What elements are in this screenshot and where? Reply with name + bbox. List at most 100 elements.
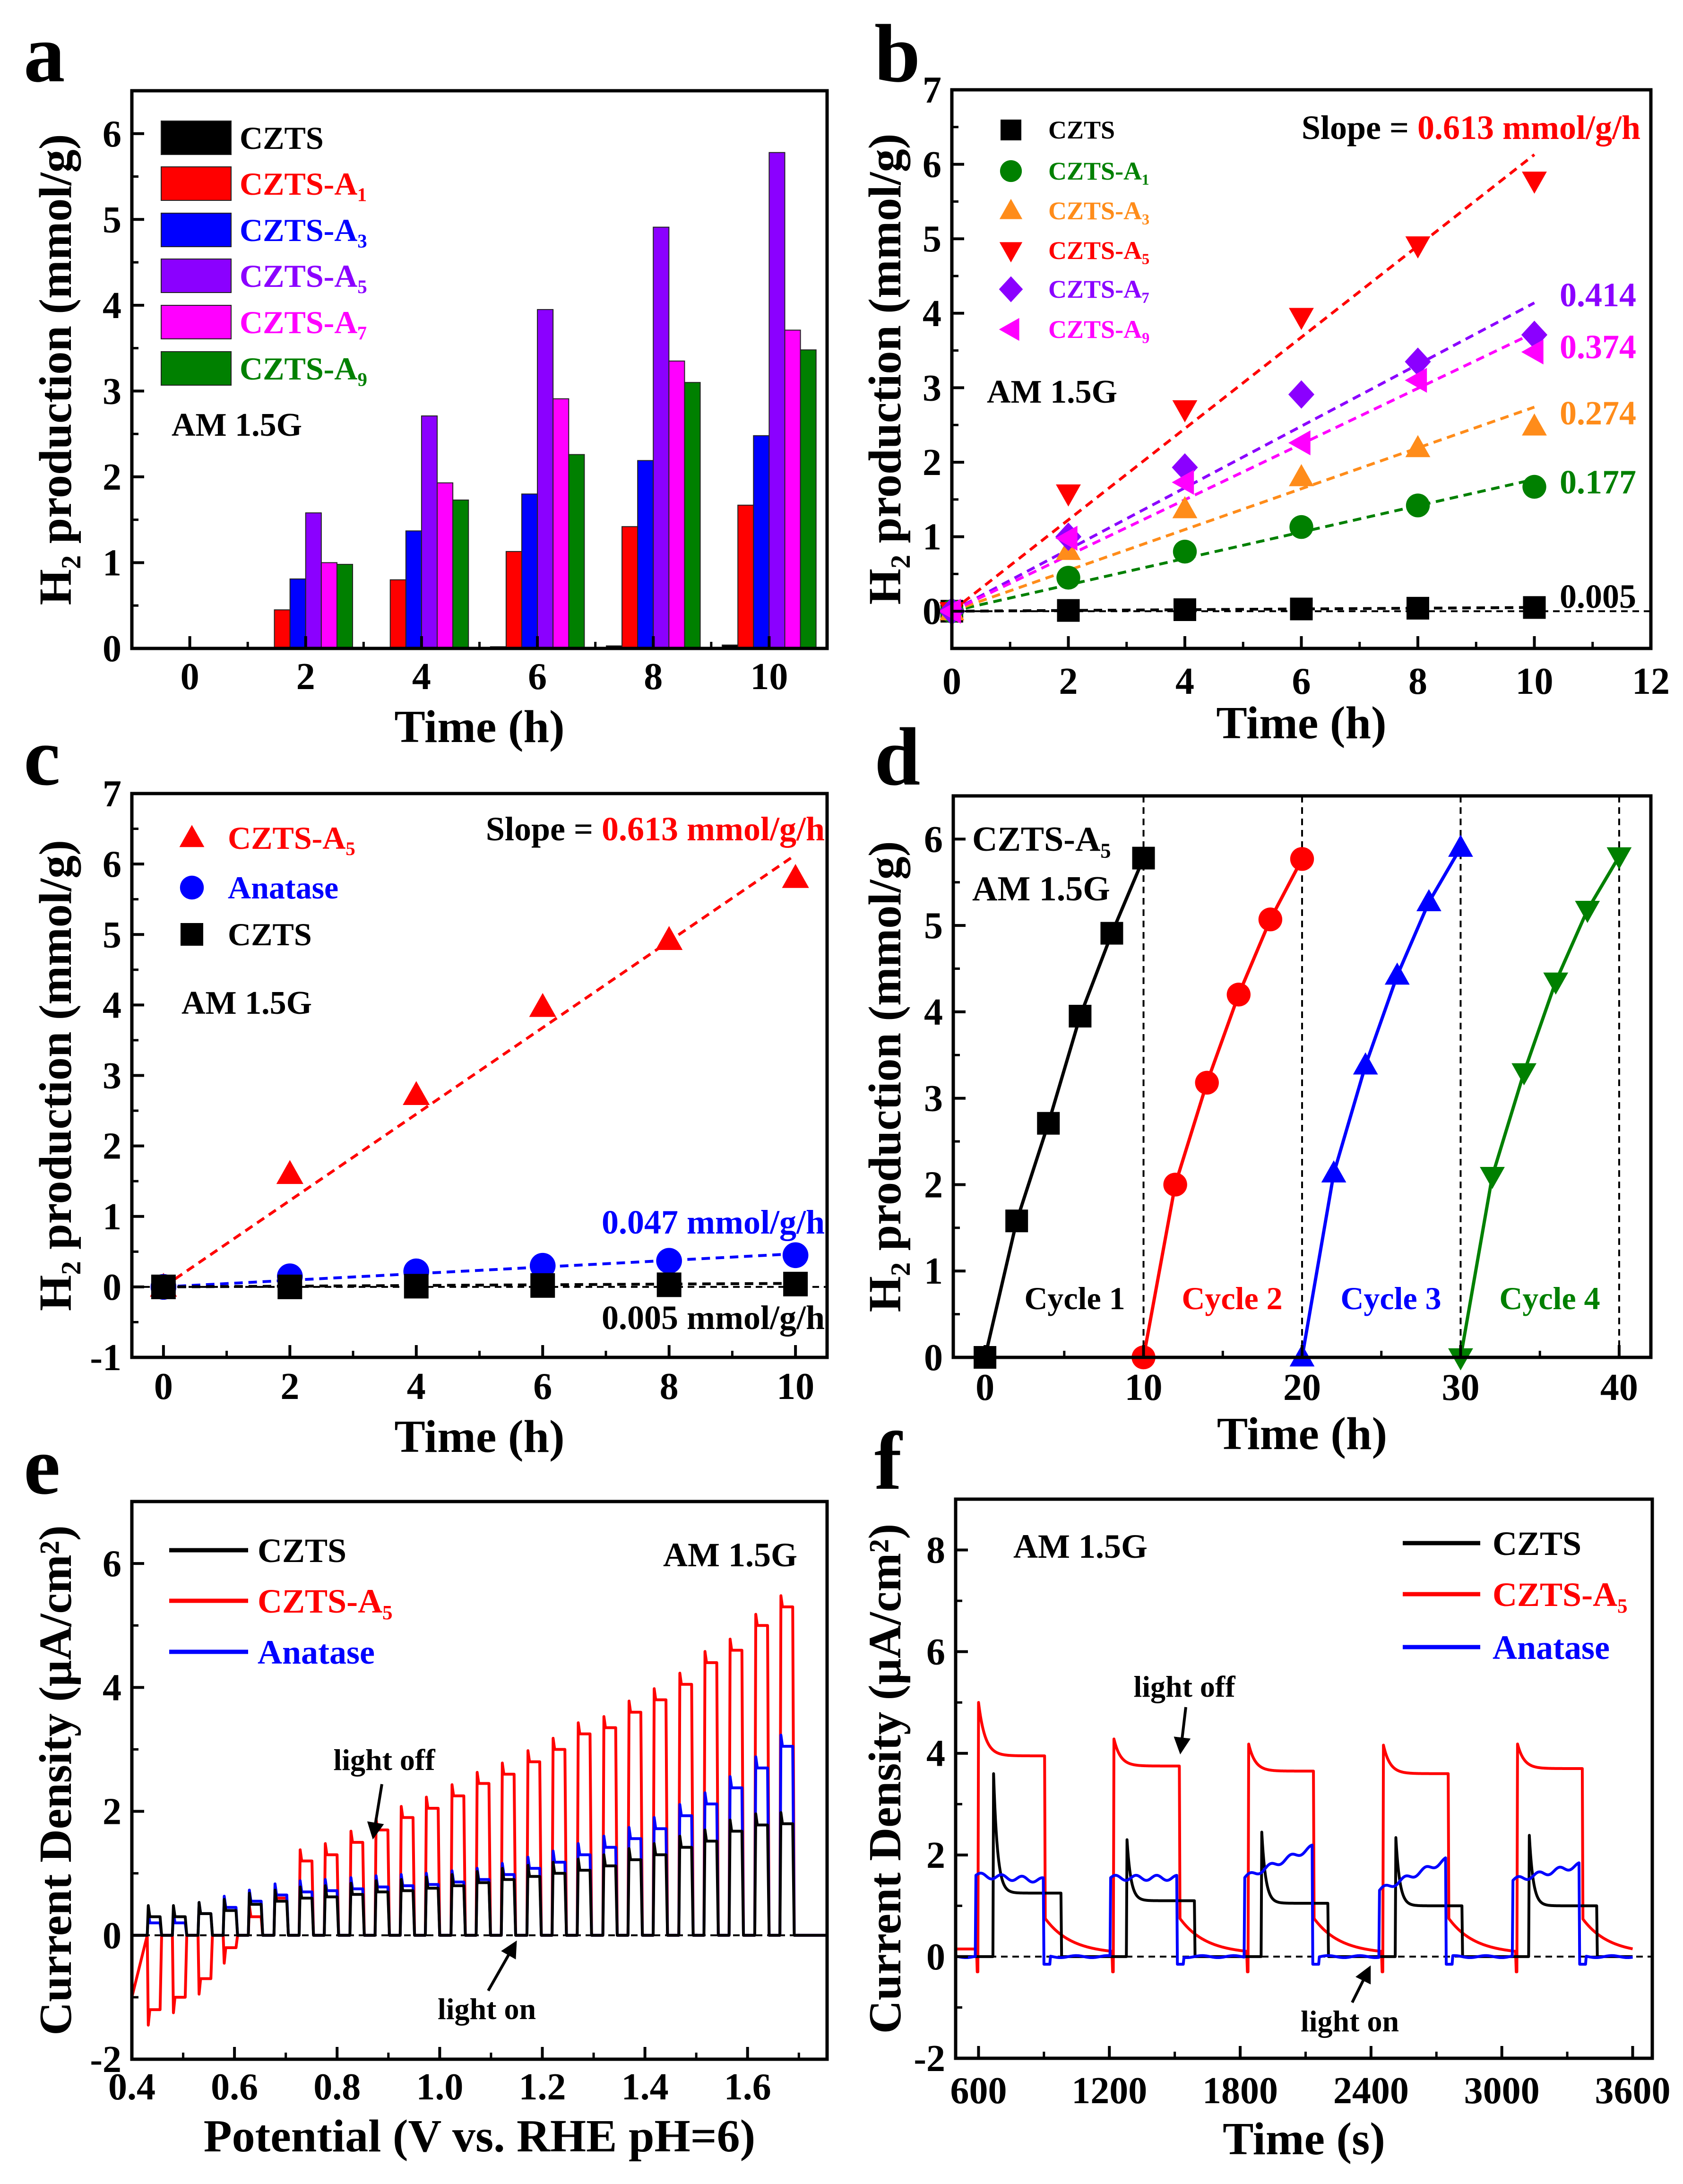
y-tick-label: 5 [924, 905, 943, 947]
data-point [1289, 308, 1314, 330]
x-tick-label: 2 [280, 1366, 299, 1407]
y-tick-label: 4 [926, 1733, 945, 1775]
legend-label: CZTS-A₅ [1493, 1576, 1628, 1614]
data-point [1163, 1173, 1187, 1197]
slope-label: 0.005 mmol/g/h [602, 1299, 825, 1337]
bar [800, 349, 817, 649]
legend-marker [999, 318, 1019, 341]
legend-label: CZTS-A₅ [1048, 236, 1149, 265]
x-tick-label: 40 [1600, 1367, 1638, 1408]
legend-label: CZTS-A₃ [240, 212, 367, 248]
legend-label: CZTS-A₅ [258, 1582, 393, 1620]
x-tick-label: 1800 [1202, 2070, 1278, 2112]
panel-a: CZTS CZTS-A₁ CZTS-A₃ CZTS-A₅ CZTS-A₇ CZTS-A₉ A… [24, 8, 829, 752]
bar [389, 579, 406, 649]
x-tick-label: 30 [1441, 1367, 1479, 1408]
panel-label: c [24, 711, 60, 803]
light-on-arrow-icon [487, 1940, 517, 1992]
x-tick-label: 3600 [1595, 2070, 1670, 2112]
data-point [1575, 901, 1600, 923]
cycle-label: Cycle 1 [1024, 1280, 1125, 1316]
x-axis-label: Time (h) [394, 701, 564, 752]
y-tick-label: 2 [923, 442, 941, 483]
plot-frame [130, 1500, 829, 2061]
illumination-label: AM 1.5G [1013, 1528, 1148, 1565]
legend-marker [999, 199, 1023, 219]
bar [753, 435, 770, 649]
legend-swatch [161, 213, 232, 247]
x-tick-label: 4 [412, 656, 431, 698]
slope-label: 0.177 [1560, 463, 1636, 501]
light-off-arrow-icon [1174, 1707, 1191, 1755]
legend-label: Anatase [1493, 1629, 1610, 1666]
legend-marker [999, 276, 1023, 302]
x-tick-label: 8 [660, 1366, 679, 1407]
panel-label: a [24, 8, 65, 99]
sample-label: CZTS-A₅ [972, 820, 1111, 859]
panel-e: CZTS CZTS-A₅ Anatase AM 1.5G light off light … [24, 1420, 829, 2162]
data-point [1407, 596, 1429, 620]
data-point [1522, 475, 1546, 499]
data-point [1100, 922, 1123, 945]
data-point [151, 1274, 176, 1299]
y-tick-label: 6 [923, 144, 941, 186]
photocurrent-trace [132, 1811, 827, 1937]
slope-label: 0.005 [1560, 578, 1636, 615]
fit-line [163, 1282, 796, 1288]
slope-value: 0.613 mmol/g/h [1417, 109, 1640, 147]
panel-label: d [874, 711, 920, 803]
y-axis-label: Current Density (μA/cm²) [30, 1525, 81, 2035]
legend-label: CZTS-A₉ [240, 351, 367, 387]
data-point [529, 1252, 556, 1279]
x-tick-label: 4 [407, 1366, 426, 1407]
x-tick-label: 0.6 [211, 2066, 258, 2108]
bar [621, 526, 639, 649]
panel-label: e [24, 1420, 60, 1511]
x-tick-label: 10 [750, 656, 788, 698]
legend-swatch [161, 166, 232, 201]
legend-marker [181, 923, 203, 946]
y-tick-label: 5 [103, 914, 121, 956]
fit-line [951, 406, 1535, 613]
plot-frame [950, 88, 1653, 650]
y-axis-label: H₂ production (mmol/g) [30, 840, 81, 1311]
data-point [1416, 889, 1441, 912]
data-point [1480, 1166, 1505, 1189]
bar [289, 578, 306, 649]
data-point [1056, 484, 1081, 507]
data-point [1172, 400, 1198, 423]
data-point [1005, 1209, 1028, 1233]
data-point [782, 864, 809, 888]
bar [336, 564, 354, 649]
y-tick-label: -2 [914, 2038, 945, 2080]
legend-label: CZTS-A₇ [1048, 275, 1149, 303]
x-tick-label: 0 [154, 1366, 173, 1407]
data-point [1522, 172, 1547, 194]
y-axis-label: Current Density (μA/cm²) [860, 1524, 911, 2034]
bar [737, 504, 754, 649]
y-tick-label: 6 [924, 819, 943, 860]
data-point [1448, 835, 1473, 857]
illumination-label: AM 1.5G [972, 870, 1110, 908]
legend-label: Anatase [228, 870, 338, 906]
x-tick-label: 12 [1632, 661, 1670, 702]
y-tick-label: 2 [103, 1791, 121, 1833]
data-point [656, 926, 683, 950]
y-tick-label: 0 [103, 628, 121, 670]
bar [274, 609, 291, 649]
bar [421, 415, 438, 649]
y-tick-label: 4 [923, 293, 941, 335]
x-tick-label: 6 [528, 656, 547, 698]
data-point [939, 598, 961, 624]
slope-label: 0.374 [1560, 328, 1636, 366]
data-point [1290, 847, 1314, 871]
slope-annotation: Slope = 0.613 mmol/g/h [486, 810, 825, 848]
y-tick-label: 4 [103, 984, 121, 1026]
x-tick-label: 10 [1125, 1367, 1163, 1408]
panel-f: CZTS CZTS-A₅ Anatase AM 1.5G light off light … [860, 1415, 1670, 2165]
legend-label: CZTS-A₅ [228, 820, 355, 856]
cycle-line [983, 857, 1145, 1358]
y-tick-label: 8 [926, 1530, 945, 1571]
illumination-label: AM 1.5G [181, 985, 312, 1021]
bar [452, 499, 469, 649]
